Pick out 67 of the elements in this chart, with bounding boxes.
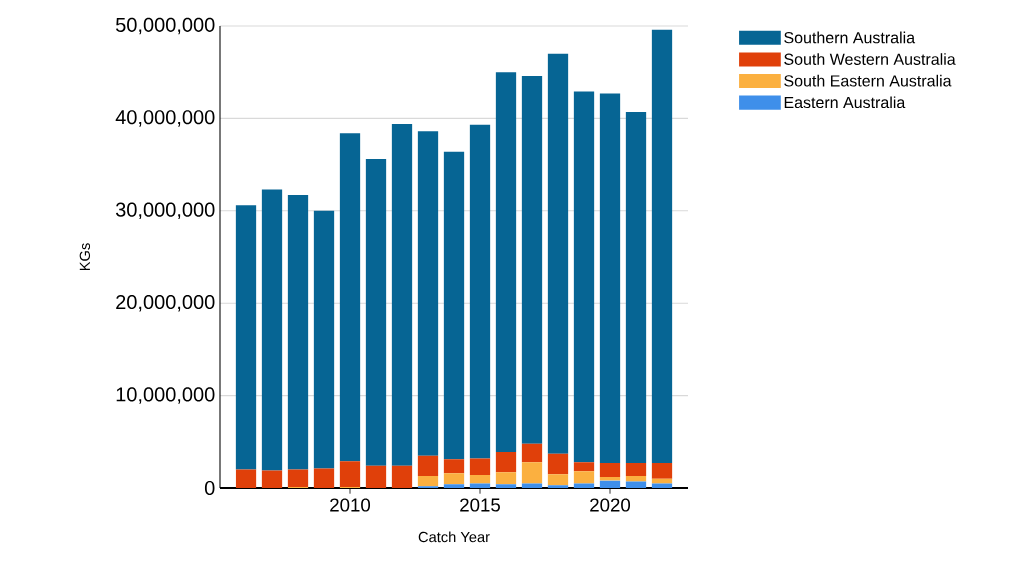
bar	[547, 453, 569, 475]
bar	[651, 29, 673, 464]
bar	[391, 123, 413, 466]
y-tick-label: 50,000,000	[115, 17, 215, 35]
bar	[495, 472, 517, 485]
bar	[261, 470, 283, 488]
bar	[495, 72, 517, 452]
bar	[469, 483, 491, 488]
x-tick-label: 2010	[330, 498, 371, 512]
bar	[573, 483, 595, 488]
y-tick-label: 10,000,000	[116, 387, 215, 404]
bar	[469, 475, 491, 484]
bar	[235, 205, 257, 470]
bar	[573, 91, 595, 463]
bar	[547, 474, 569, 486]
legend-label: South Western Australia	[784, 53, 956, 65]
bar	[287, 195, 309, 470]
bar	[417, 131, 439, 456]
bar	[443, 151, 465, 460]
bar	[625, 475, 647, 482]
bar	[599, 93, 621, 464]
y-tick-label: 40,000,000	[115, 110, 215, 127]
bar	[339, 133, 361, 462]
bar	[547, 485, 569, 488]
bar	[391, 465, 413, 488]
x-axis-title: Catch Year	[418, 531, 490, 543]
bar	[521, 75, 543, 444]
legend-label: Southern Australia	[784, 31, 916, 44]
y-tick-label: 20,000,000	[116, 294, 215, 312]
bar	[651, 463, 673, 479]
bar	[417, 455, 439, 476]
bar	[339, 461, 361, 488]
bar	[443, 484, 465, 488]
y-tick-label: 0	[204, 480, 215, 496]
bar	[443, 473, 465, 485]
x-tick-label: 2015	[460, 498, 500, 512]
bar	[417, 475, 439, 487]
bar	[573, 471, 595, 484]
bar	[495, 451, 517, 473]
bar	[313, 210, 335, 469]
bar	[547, 53, 569, 454]
bar	[495, 484, 517, 488]
legend-label: Eastern Australia	[784, 96, 906, 109]
legend-label: South Eastern Australia	[784, 74, 952, 87]
bar	[651, 483, 673, 488]
bar	[625, 463, 647, 476]
bar	[261, 189, 283, 471]
bar	[235, 469, 257, 488]
y-axis-title: KGs	[79, 243, 91, 271]
bar	[443, 459, 465, 474]
bar	[625, 481, 647, 488]
bar	[573, 462, 595, 472]
bar	[599, 480, 621, 488]
bar	[313, 468, 335, 488]
bar	[521, 483, 543, 488]
y-tick-label: 30,000,000	[115, 202, 215, 220]
bar	[469, 458, 491, 476]
bar	[287, 469, 309, 488]
bar	[365, 159, 387, 466]
x-tick-label: 2020	[590, 498, 631, 512]
bar	[521, 462, 543, 484]
bar	[599, 476, 621, 481]
bar	[365, 465, 387, 488]
bar	[599, 463, 621, 477]
bar	[521, 443, 543, 463]
bar	[625, 111, 647, 464]
bar	[469, 124, 491, 459]
